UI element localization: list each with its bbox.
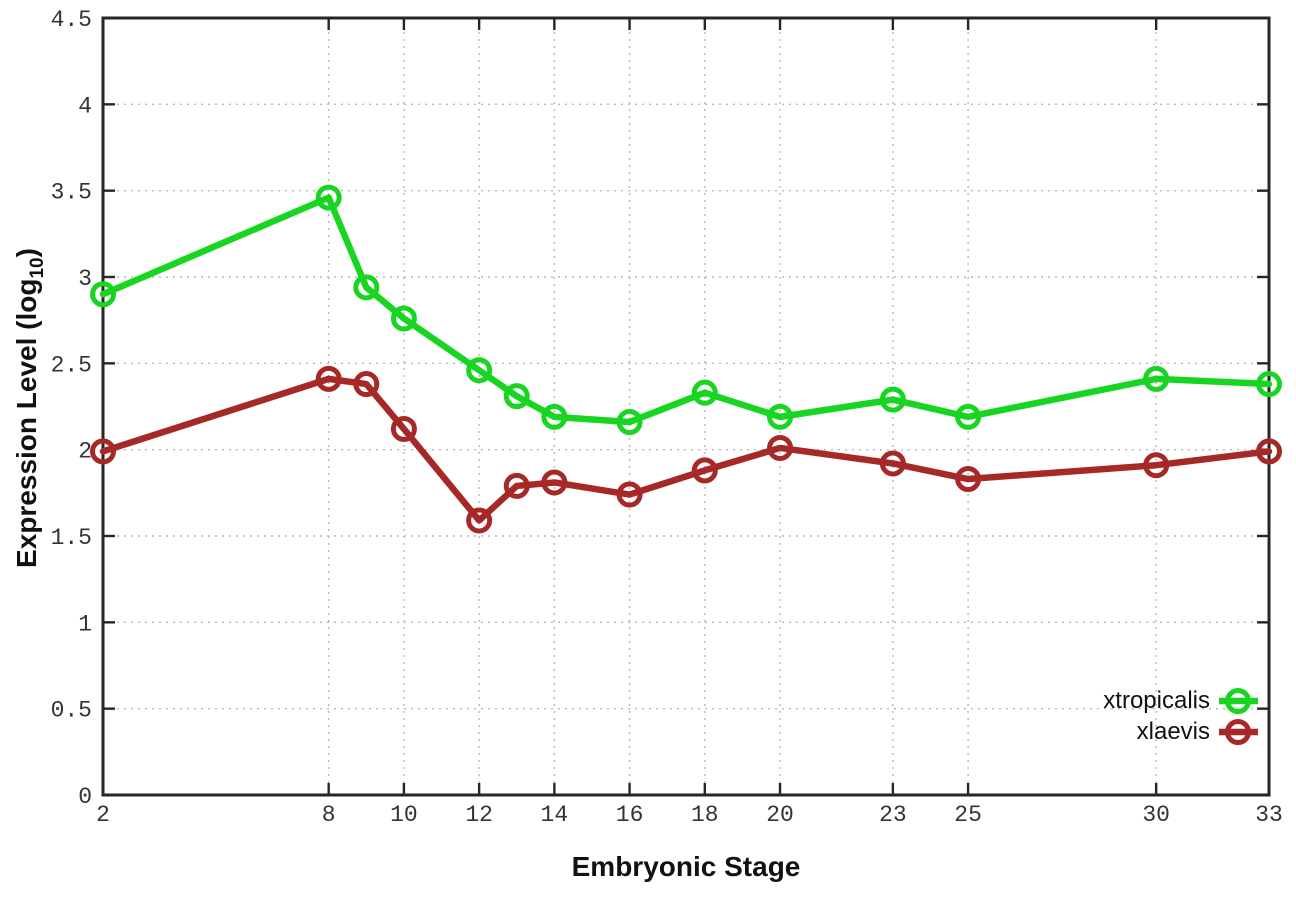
series-xtropicalis — [90, 184, 1282, 436]
legend-label-xtropicalis: xtropicalis — [1103, 687, 1210, 714]
legend-sample-marker-xlaevis — [1225, 719, 1251, 745]
data-point-marker — [1256, 371, 1282, 398]
y-tick-label: 0.5 — [51, 698, 92, 724]
y-tick-label: 1 — [78, 611, 92, 637]
series-line-xtropicalis — [99, 194, 1273, 426]
data-point-marker — [616, 409, 643, 436]
x-axis-title: Embryonic Stage — [572, 851, 801, 883]
series-xlaevis — [90, 365, 1282, 534]
tick-marks — [101, 16, 1271, 797]
data-point-marker — [955, 466, 982, 493]
data-point-marker — [90, 281, 116, 308]
y-tick-label: 3 — [78, 266, 92, 292]
y-tick-label: 3.5 — [51, 180, 92, 206]
x-tick-label: 8 — [322, 802, 336, 828]
y-tick-label: 2 — [78, 439, 92, 465]
data-point-marker — [767, 434, 794, 461]
legend-samples — [1219, 688, 1258, 745]
legend-sample-marker-xtropicalis — [1225, 688, 1251, 714]
data-point-marker — [1256, 438, 1282, 465]
x-tick-label: 23 — [879, 802, 907, 828]
data-point-marker — [315, 184, 342, 211]
x-tick-label: 12 — [465, 802, 493, 828]
x-tick-label: 30 — [1142, 802, 1170, 828]
plot-frame — [101, 16, 1271, 797]
data-point-marker — [1143, 452, 1170, 479]
y-axis-title-close: ) — [11, 248, 43, 258]
x-tick-label: 25 — [954, 802, 982, 828]
data-point-marker — [466, 357, 493, 384]
gridlines — [103, 18, 1269, 795]
data-point-marker — [390, 415, 417, 442]
y-tick-label: 4 — [78, 93, 92, 119]
x-tick-labels: 2 8 10 12 14 16 18 20 23 25 30 33 — [96, 802, 1283, 828]
data-point-marker — [390, 305, 417, 332]
data-point-marker — [691, 457, 718, 484]
x-tick-label: 10 — [390, 802, 418, 828]
data-point-marker — [503, 472, 530, 499]
y-axis-title-subscript: 10 — [26, 257, 48, 279]
x-tick-label: 16 — [616, 802, 644, 828]
y-tick-label: 1.5 — [51, 525, 92, 551]
data-point-marker — [955, 403, 982, 430]
data-point-marker — [541, 469, 568, 496]
y-axis-title: Expression Level (log10) — [11, 248, 49, 568]
y-tick-label: 2.5 — [51, 352, 92, 378]
data-point-marker — [879, 450, 906, 477]
data-point-marker — [503, 383, 530, 410]
data-point-marker — [1143, 365, 1170, 392]
x-tick-label: 33 — [1255, 802, 1283, 828]
x-tick-label: 20 — [766, 802, 794, 828]
x-tick-label: 18 — [691, 802, 719, 828]
y-tick-label: 0 — [78, 784, 92, 810]
data-point-marker — [315, 365, 342, 392]
data-point-marker — [353, 274, 380, 301]
data-point-marker — [90, 438, 116, 465]
data-point-marker — [353, 371, 380, 398]
data-point-marker — [541, 403, 568, 430]
data-point-marker — [691, 379, 718, 406]
x-tick-label: 14 — [541, 802, 569, 828]
data-point-marker — [616, 481, 643, 508]
data-point-marker — [767, 403, 794, 430]
y-axis-title-text: Expression Level (log — [11, 278, 43, 568]
data-point-marker — [879, 386, 906, 413]
y-tick-label: 4.5 — [51, 7, 92, 33]
data-point-marker — [466, 507, 493, 534]
x-axis-title-text: Embryonic Stage — [571, 851, 801, 882]
y-tick-labels: 0 0.5 1 1.5 2 2.5 3 3.5 4 4.5 — [51, 7, 92, 810]
legend-label-xlaevis: xlaevis — [1136, 718, 1210, 745]
x-tick-label: 2 — [96, 802, 110, 828]
